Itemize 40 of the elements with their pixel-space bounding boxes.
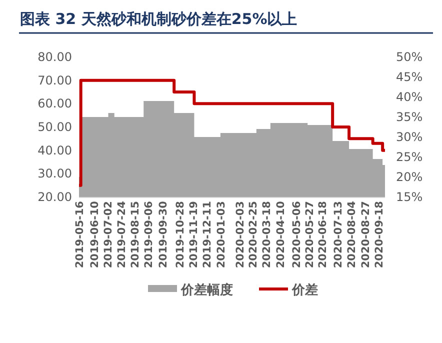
y-tick-label: 20.00: [38, 190, 72, 204]
x-tick-label: 2019-12-11: [201, 201, 214, 268]
x-tick-label: 2019-05-16: [74, 201, 86, 268]
x-tick-label: 2019-08-15: [129, 201, 142, 268]
x-tick-label: 2019-09-30: [158, 201, 170, 268]
y2-tick-label: 35%: [396, 110, 423, 124]
x-tick-label: 2019-09-06: [142, 201, 155, 268]
x-tick-label: 2019-06-10: [89, 201, 102, 268]
y2-tick-label: 15%: [396, 190, 423, 204]
y-tick-label: 30.00: [38, 166, 72, 181]
legend-label: 价差: [291, 283, 318, 298]
x-tick-label: 2019-11-19: [188, 201, 200, 268]
y2-tick-label: 20%: [396, 170, 423, 184]
x-tick-label: 2019-07-02: [102, 201, 115, 268]
x-tick-label: 2020-08-27: [360, 201, 372, 268]
x-tick-label: 2020-08-04: [346, 201, 358, 268]
y2-tick-label: 50%: [396, 50, 423, 64]
y-tick-label: 80.00: [38, 50, 72, 64]
x-tick-label: 2020-06-18: [317, 201, 330, 268]
x-tick-label: 2020-07-13: [332, 201, 344, 268]
y2-tick-label: 45%: [396, 70, 423, 84]
x-tick-label: 2020-09-18: [373, 201, 386, 268]
y2-tick-label: 40%: [396, 90, 423, 104]
x-tick-label: 2020-05-27: [304, 201, 316, 268]
x-tick-label: 2020-03-18: [261, 201, 274, 268]
y2-tick-label: 25%: [396, 150, 423, 164]
x-tick-label: 2020-02-03: [234, 201, 246, 268]
title: 图表 32 天然砂和机制砂价差在25%以上: [20, 10, 298, 28]
legend-label: 价差幅度: [180, 282, 233, 298]
x-tick-label: 2019-10-28: [174, 201, 187, 268]
y2-tick-label: 30%: [396, 130, 423, 144]
x-tick-label: 2019-07-24: [116, 201, 128, 268]
x-tick-label: 2020-02-25: [248, 201, 260, 268]
x-tick-label: 2020-04-10: [275, 201, 288, 268]
y-tick-label: 70.00: [38, 73, 72, 88]
y-tick-label: 60.00: [38, 96, 72, 111]
y-tick-label: 40.00: [38, 143, 72, 158]
x-tick-label: 2020-05-06: [291, 201, 304, 268]
y-tick-label: 50.00: [38, 120, 72, 134]
x-tick-label: 2020-01-03: [215, 201, 228, 268]
